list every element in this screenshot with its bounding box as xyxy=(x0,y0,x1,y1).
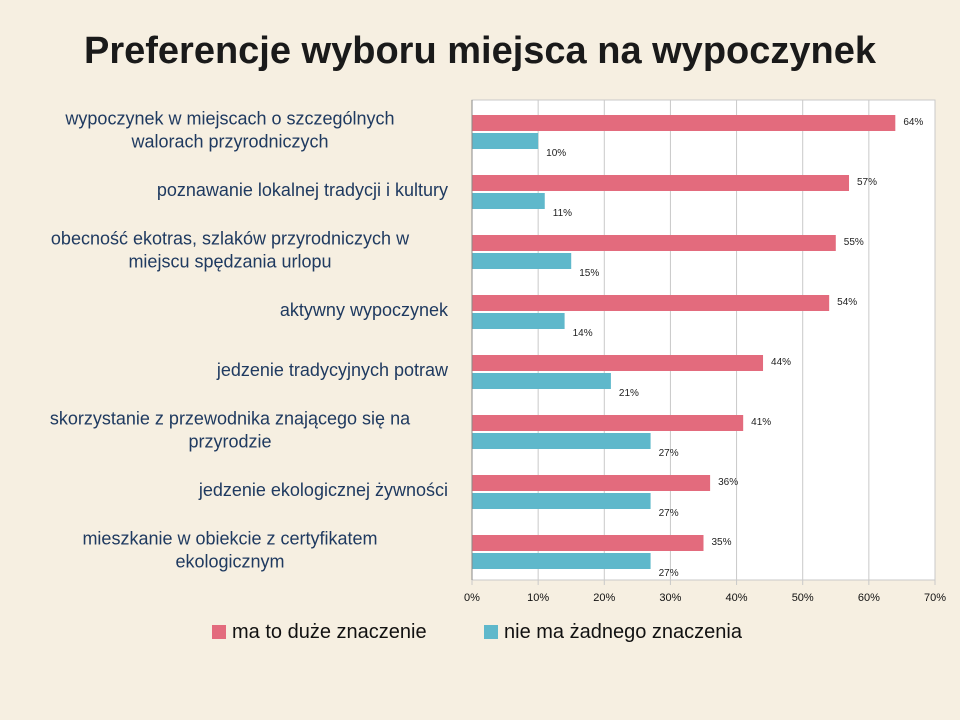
data-label: 27% xyxy=(659,508,679,519)
x-tick-label: 0% xyxy=(464,592,480,604)
bar-not-important xyxy=(472,493,651,509)
data-label: 44% xyxy=(771,357,791,368)
data-label: 36% xyxy=(718,477,738,488)
data-label: 11% xyxy=(553,208,572,219)
bar-important xyxy=(472,235,836,251)
bar-important xyxy=(472,295,830,311)
category-label: jedzenie tradycyjnych potraw xyxy=(216,360,449,380)
bars-group: 64% 10% 57% 11% 55% 15% 54% 14% 44% 21% 41% 27% 36% 2… xyxy=(472,115,923,579)
x-tick-label: 40% xyxy=(726,592,748,604)
x-tick-label: 50% xyxy=(792,592,814,604)
category-labels: wypoczynek w miejscach o szczególnych wal… xyxy=(50,109,449,572)
data-label: 55% xyxy=(844,237,864,248)
x-axis: 0% 10% 20% 30% 40% 50% 60% 70% xyxy=(464,100,946,604)
category-label: mieszkanie w obiekcie z certyfikatem xyxy=(82,529,377,549)
legend-label: nie ma żadnego znaczenia xyxy=(504,621,743,643)
category-label: jedzenie ekologicznej żywności xyxy=(198,480,448,500)
category-label: ekologicznym xyxy=(175,552,284,572)
bar-not-important xyxy=(472,313,565,329)
category-label: wypoczynek w miejscach o szczególnych xyxy=(64,109,394,129)
data-label: 10% xyxy=(546,148,566,159)
category-label: obecność ekotras, szlaków przyrodniczych… xyxy=(51,229,410,249)
category-label: walorach przyrodniczych xyxy=(130,132,328,152)
bar-important xyxy=(472,115,896,131)
x-tick-label: 10% xyxy=(527,592,549,604)
bar-not-important xyxy=(472,193,545,209)
category-label: aktywny wypoczynek xyxy=(280,300,449,320)
x-tick-label: 20% xyxy=(593,592,615,604)
data-label: 27% xyxy=(659,448,679,459)
data-label: 14% xyxy=(573,328,593,339)
legend-swatch xyxy=(484,625,498,639)
data-label: 15% xyxy=(579,268,599,279)
legend-swatch xyxy=(212,625,226,639)
bar-important xyxy=(472,535,704,551)
data-label: 27% xyxy=(659,568,679,579)
chart-title: Preferencje wyboru miejsca na wypoczynek xyxy=(83,30,876,72)
data-label: 41% xyxy=(751,417,771,428)
data-label: 57% xyxy=(857,177,877,188)
bar-important xyxy=(472,415,744,431)
legend: ma to duże znaczenie nie ma żadnego znacz… xyxy=(212,621,743,643)
category-label: poznawanie lokalnej tradycji i kultury xyxy=(157,180,448,200)
bar-not-important xyxy=(472,133,539,149)
bar-not-important xyxy=(472,433,651,449)
bar-important xyxy=(472,355,764,371)
bar-important xyxy=(472,475,711,491)
data-label: 35% xyxy=(712,537,732,548)
x-tick-label: 60% xyxy=(858,592,880,604)
bar-important xyxy=(472,175,850,191)
bar-not-important xyxy=(472,553,651,569)
x-tick-label: 70% xyxy=(924,592,946,604)
bar-not-important xyxy=(472,373,611,389)
category-label: przyrodzie xyxy=(188,432,271,452)
data-label: 21% xyxy=(619,388,639,399)
bar-not-important xyxy=(472,253,572,269)
data-label: 64% xyxy=(903,117,923,128)
data-label: 54% xyxy=(837,297,857,308)
x-tick-label: 30% xyxy=(659,592,681,604)
category-label: skorzystanie z przewodnika znającego się… xyxy=(50,409,411,429)
legend-label: ma to duże znaczenie xyxy=(232,621,427,643)
category-label: miejscu spędzania urlopu xyxy=(128,252,331,272)
